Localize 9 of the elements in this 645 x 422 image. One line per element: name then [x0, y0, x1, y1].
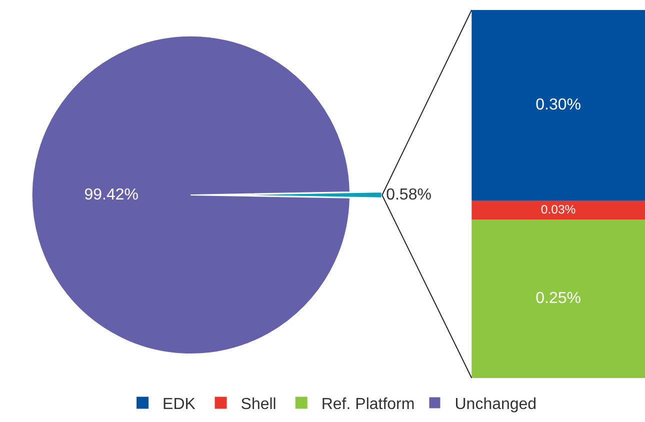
legend-label: Shell: [240, 396, 276, 414]
data-label: 99.42%: [84, 186, 139, 204]
data-label: 0.58%: [386, 186, 432, 204]
data-label: 0.25%: [536, 290, 582, 308]
legend-label: Unchanged: [454, 396, 537, 414]
data-label: 0.30%: [536, 96, 582, 114]
legend-label: EDK: [162, 396, 196, 414]
data-label: 0.03%: [540, 202, 576, 216]
legend-label: Ref. Platform: [321, 396, 415, 414]
